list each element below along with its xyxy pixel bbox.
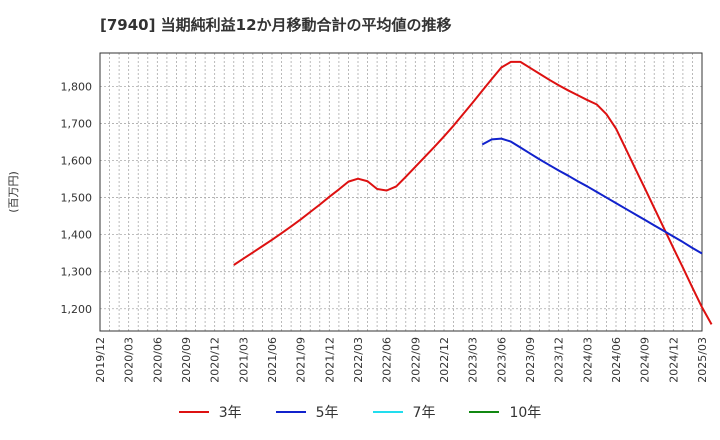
x-tick-label: 2024/06 (610, 337, 623, 383)
x-tick-label: 2023/06 (495, 337, 508, 383)
legend: 3年 5年 7年 10年 (0, 402, 720, 422)
legend-label: 5年 (315, 405, 339, 421)
x-tick-label: 2024/03 (581, 337, 594, 383)
y-tick-label: 1,400 (61, 229, 93, 242)
legend-label: 7年 (412, 405, 436, 421)
x-tick-label: 2023/09 (524, 337, 537, 383)
x-tick-label: 2023/03 (467, 337, 480, 383)
series-lines (233, 60, 713, 325)
legend-swatch (275, 411, 306, 413)
legend-label: 10年 (509, 405, 542, 421)
y-tick-label: 1,600 (61, 154, 93, 167)
x-tick-label: 2022/12 (438, 337, 451, 383)
chart-title: [7940] 当期純利益12か月移動合計の平均値の推移 (100, 16, 452, 34)
x-tick-label: 2023/12 (553, 337, 566, 383)
x-tick-label: 2021/09 (295, 337, 308, 383)
x-axis-ticks: 2019/12 2020/03 2020/06 2020/09 2020/12 2021/… (94, 337, 709, 383)
grid-lines (100, 53, 702, 331)
y-tick-label: 1,800 (61, 80, 93, 93)
y-axis-label: (百万円) (7, 171, 20, 213)
x-tick-label: 2022/06 (381, 337, 394, 383)
legend-swatch (178, 411, 209, 413)
x-tick-label: 2022/03 (352, 337, 365, 383)
series-line-2 (481, 137, 703, 255)
legend-item-3: 7年 (372, 402, 436, 422)
x-tick-label: 2020/03 (123, 337, 136, 383)
chart-plot: 1,200 1,300 1,400 1,500 1,600 1,700 1,800 2019… (7, 52, 713, 383)
y-tick-label: 1,200 (61, 303, 93, 316)
x-tick-label: 2019/12 (94, 337, 107, 383)
legend-item-4: 10年 (469, 402, 541, 422)
legend-label: 3年 (218, 405, 242, 421)
x-tick-label: 2024/09 (639, 337, 652, 383)
x-tick-label: 2025/03 (696, 337, 709, 383)
series-line-1 (233, 60, 713, 325)
x-tick-label: 2020/09 (180, 337, 193, 383)
x-tick-label: 2020/12 (209, 337, 222, 383)
x-tick-label: 2021/12 (323, 337, 336, 383)
y-tick-label: 1,500 (61, 192, 93, 205)
y-axis-ticks: 1,200 1,300 1,400 1,500 1,600 1,700 1,800 (61, 80, 93, 315)
x-tick-label: 2021/06 (266, 337, 279, 383)
legend-item-2: 5年 (275, 402, 339, 422)
y-tick-label: 1,300 (61, 266, 93, 279)
plot-frame (99, 52, 703, 332)
legend-swatch (469, 411, 500, 413)
y-tick-label: 1,700 (61, 117, 93, 130)
x-tick-label: 2021/03 (237, 337, 250, 383)
x-tick-label: 2024/12 (667, 337, 680, 383)
legend-item-1: 3年 (178, 402, 242, 422)
x-tick-label: 2020/06 (151, 337, 164, 383)
legend-swatch (372, 411, 403, 413)
x-tick-label: 2022/09 (409, 337, 422, 383)
